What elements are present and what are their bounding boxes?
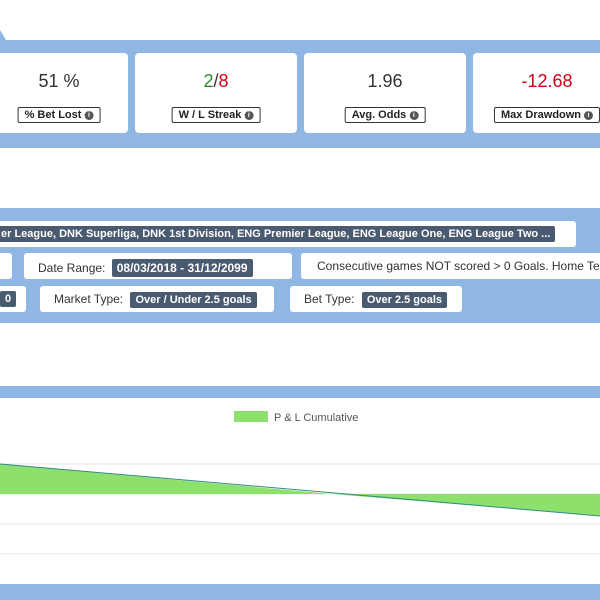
condition-filter[interactable]: Consecutive games NOT scored > 0 Goals. … bbox=[301, 253, 600, 279]
bet-type-value: Over 2.5 goals bbox=[361, 292, 448, 308]
chart-band-bottom bbox=[0, 584, 600, 600]
stat-value-wl-streak: 2/8 bbox=[203, 71, 229, 91]
market-type-label: Market Type: bbox=[54, 292, 124, 306]
win-streak: 2 bbox=[203, 71, 214, 91]
info-icon[interactable]: i bbox=[409, 111, 419, 120]
stat-label-bet-lost[interactable]: % Bet Lost i bbox=[17, 107, 101, 123]
stat-value-max-drawdown: -12.68 bbox=[521, 71, 573, 91]
legend-swatch bbox=[234, 411, 268, 422]
pnl-chart bbox=[0, 463, 600, 555]
stat-card-wl-streak: 2/8 W / L Streak i bbox=[135, 53, 297, 133]
date-range-label: Date Range: bbox=[38, 261, 106, 275]
stat-value-avg-odds: 1.96 bbox=[367, 71, 403, 91]
stat-card-avg-odds: 1.96 Avg. Odds i bbox=[304, 53, 466, 133]
date-range-value: 08/03/2018 - 31/12/2099 bbox=[111, 259, 253, 277]
info-icon[interactable]: i bbox=[244, 111, 254, 120]
stat-label-max-drawdown[interactable]: Max Drawdown i bbox=[493, 107, 600, 123]
market-type-value: Over / Under 2.5 goals bbox=[130, 292, 257, 308]
chart-legend[interactable]: P & L Cumulative bbox=[234, 411, 358, 424]
info-icon[interactable]: i bbox=[84, 111, 94, 120]
stat-label-wl-streak[interactable]: W / L Streak i bbox=[171, 107, 261, 123]
left-filter-1[interactable] bbox=[0, 253, 12, 279]
condition-text: Consecutive games NOT scored > 0 Goals. … bbox=[317, 259, 600, 273]
loss-streak: 8 bbox=[218, 71, 229, 91]
stat-label-avg-odds[interactable]: Avg. Odds i bbox=[344, 107, 426, 123]
leagues-filter[interactable]: er League, DNK Superliga, DNK 1st Divisi… bbox=[0, 221, 576, 247]
legend-label: P & L Cumulative bbox=[274, 412, 359, 424]
chart-band-top bbox=[0, 386, 600, 398]
market-type-filter[interactable]: Market Type: Over / Under 2.5 goals bbox=[40, 286, 274, 312]
leagues-tag: er League, DNK Superliga, DNK 1st Divisi… bbox=[0, 226, 556, 242]
date-range-filter[interactable]: Date Range: 08/03/2018 - 31/12/2099 bbox=[24, 253, 292, 279]
corner-decoration bbox=[0, 30, 6, 40]
left-filter-2[interactable]: 0 bbox=[0, 286, 26, 312]
info-icon[interactable]: i bbox=[584, 111, 594, 120]
stat-card-bet-lost: 51 % % Bet Lost i bbox=[0, 53, 128, 133]
bet-type-label: Bet Type: bbox=[304, 292, 355, 306]
pnl-line bbox=[0, 463, 600, 517]
left-filter-2-tag: 0 bbox=[0, 291, 17, 307]
stat-card-max-drawdown: -12.68 Max Drawdown i bbox=[473, 53, 600, 133]
bet-type-filter[interactable]: Bet Type: Over 2.5 goals bbox=[290, 286, 462, 312]
stat-value-bet-lost: 51 % bbox=[38, 71, 80, 91]
